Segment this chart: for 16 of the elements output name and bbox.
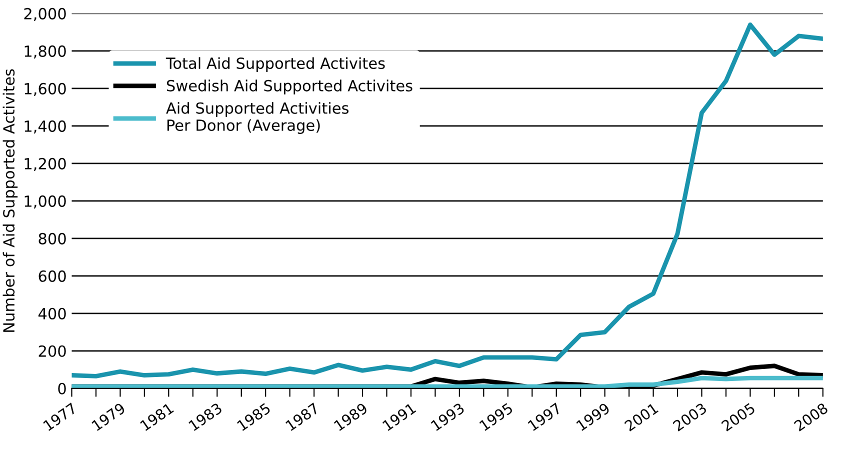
y-tick-label: 2,000	[24, 8, 66, 22]
legend-label: Aid Supported Activities Per Donor (Average)	[166, 102, 349, 134]
y-tick-label: 1,600	[24, 82, 66, 96]
y-tick-label: 600	[38, 270, 66, 282]
y-tick-label: 0	[58, 382, 66, 394]
y-axis-title: Number of Aid Supported Activites	[2, 69, 18, 332]
legend-label: Total Aid Supported Activites	[166, 57, 385, 72]
y-tick-label: 200	[38, 345, 66, 357]
y-tick-label: 1,000	[24, 195, 66, 209]
y-tick-label: 400	[38, 308, 66, 320]
y-tick-label: 1,200	[24, 158, 66, 172]
y-tick-label: 1,400	[24, 120, 66, 134]
line-series	[72, 22, 823, 378]
y-tick-label: 800	[38, 232, 66, 244]
legend-label: Swedish Aid Supported Activites	[166, 80, 412, 94]
y-tick-label: 1,800	[24, 45, 66, 59]
